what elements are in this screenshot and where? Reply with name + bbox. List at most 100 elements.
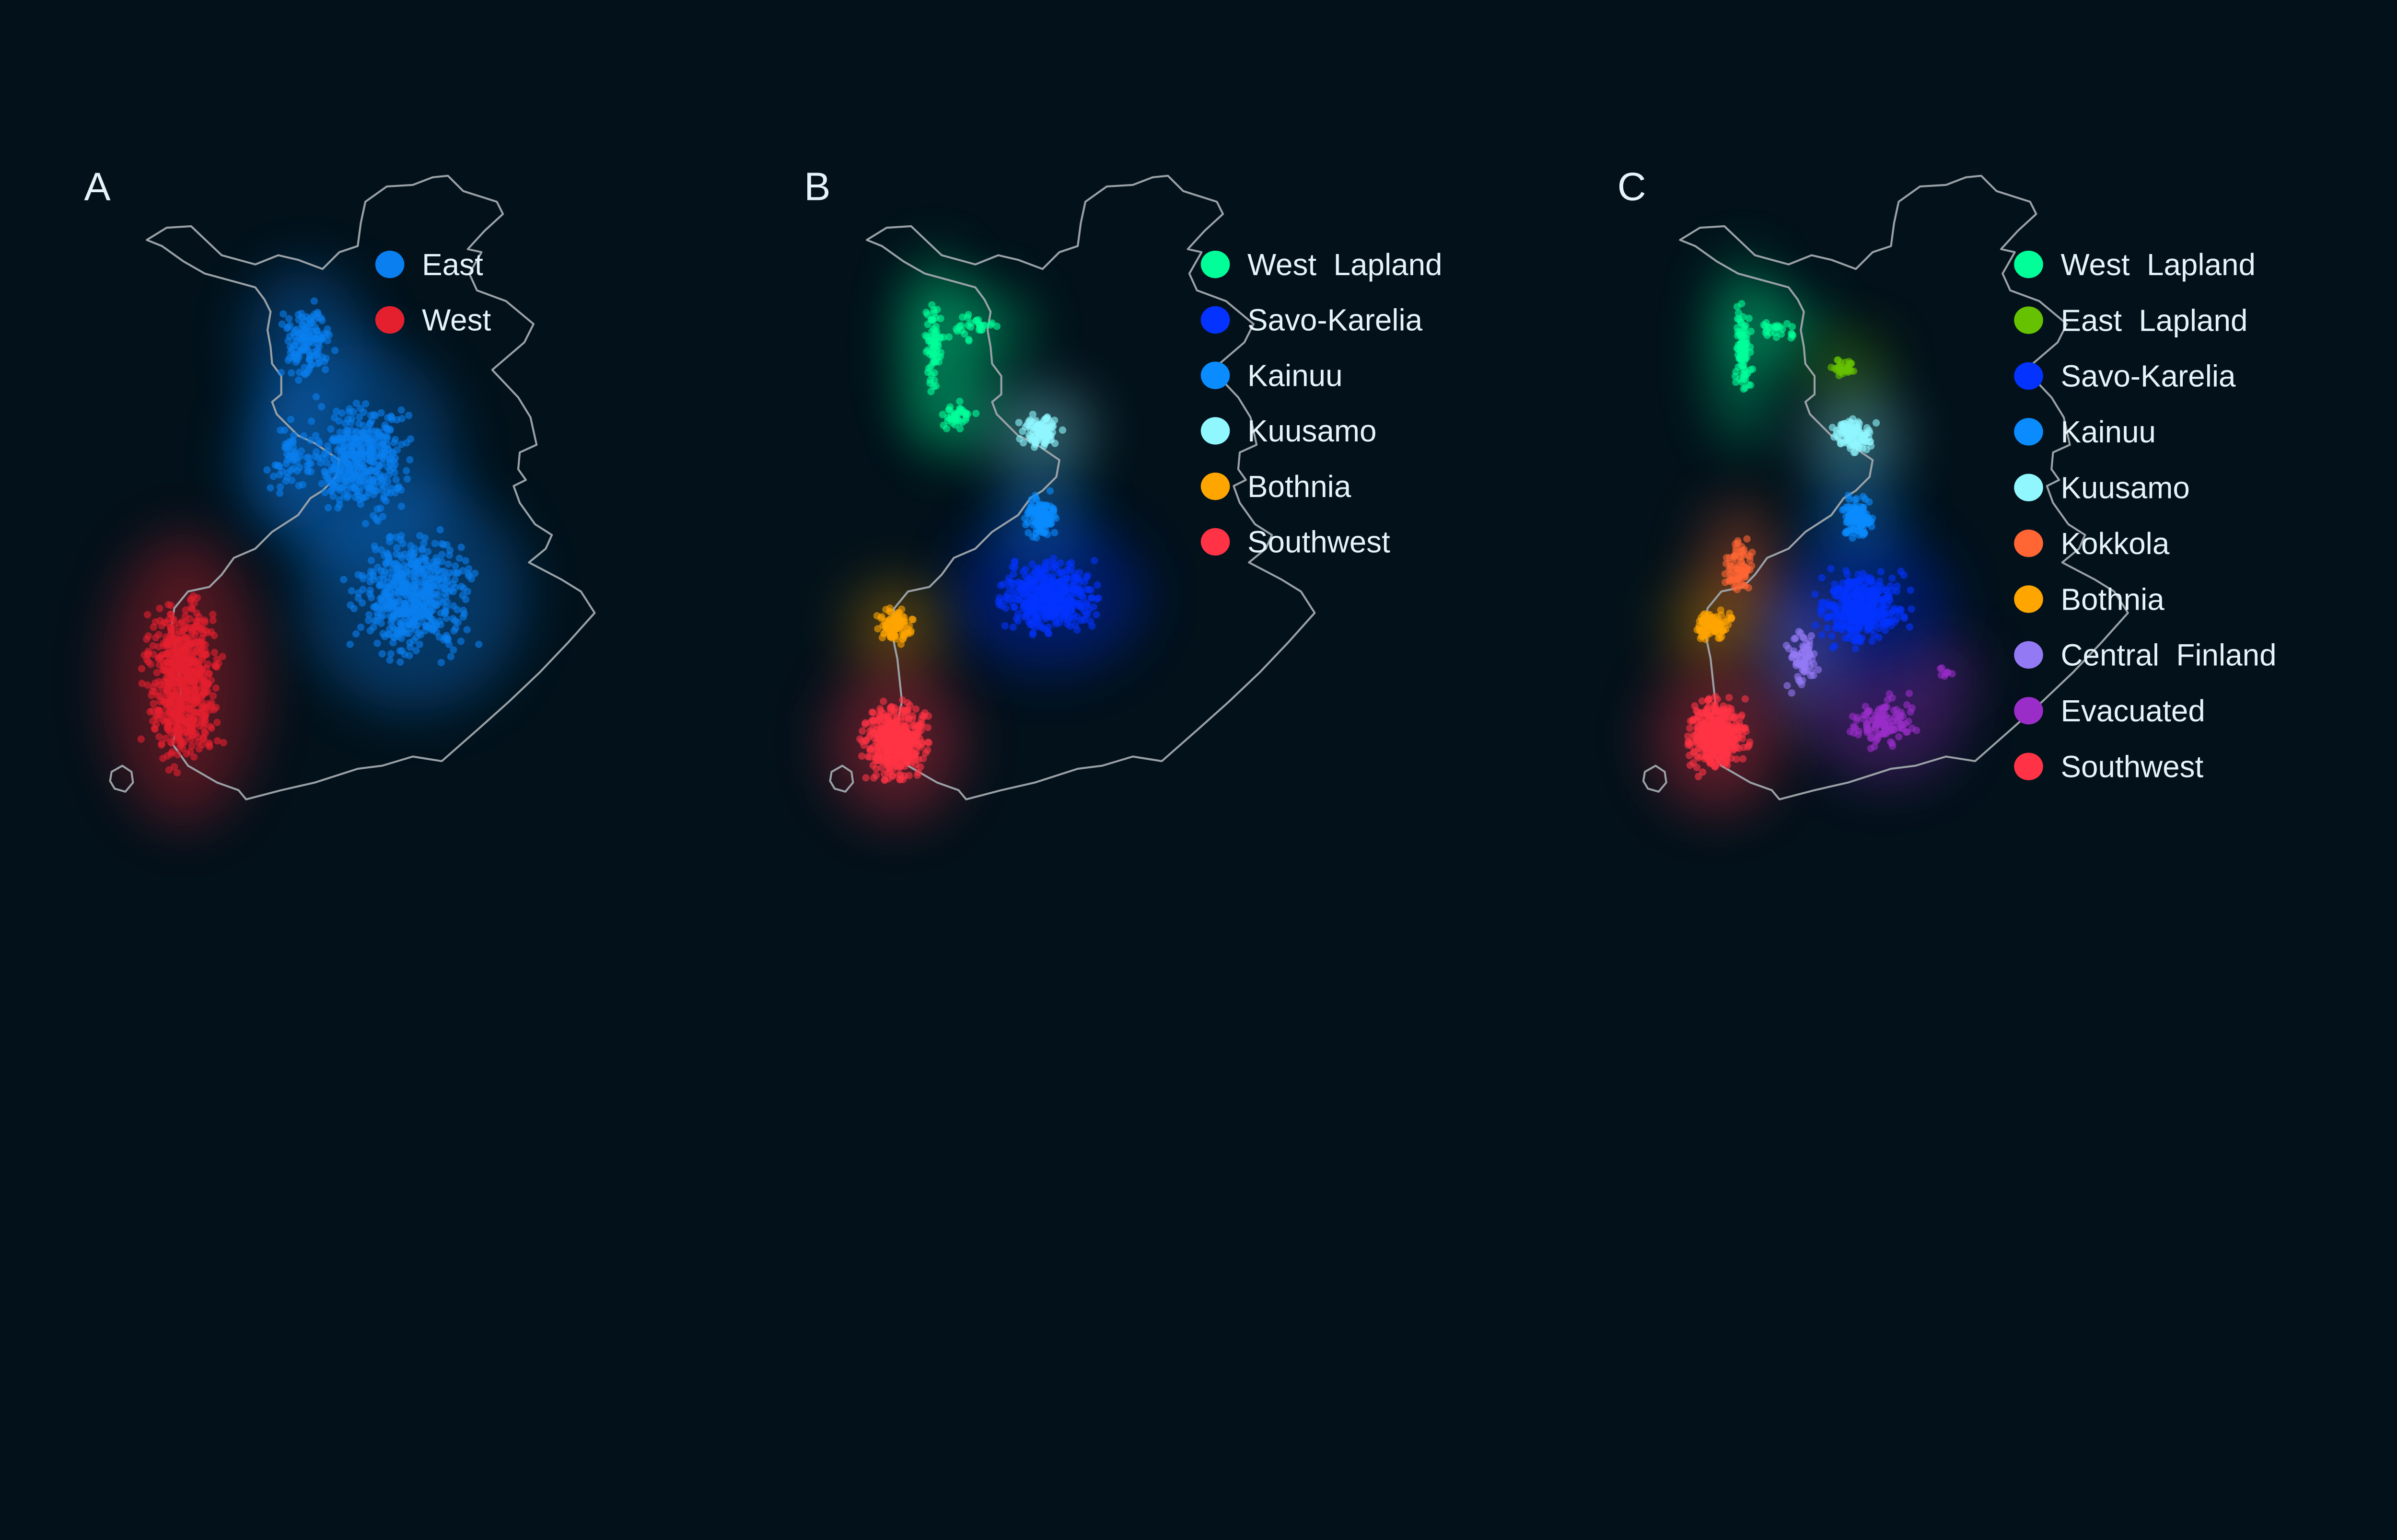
data-point bbox=[296, 464, 303, 472]
data-point bbox=[923, 333, 931, 341]
data-point bbox=[1057, 578, 1065, 585]
data-point bbox=[937, 314, 944, 323]
data-point bbox=[862, 774, 870, 782]
data-point bbox=[279, 310, 287, 318]
data-point bbox=[946, 403, 954, 411]
data-point bbox=[269, 472, 278, 480]
data-point bbox=[324, 337, 332, 345]
data-point bbox=[169, 708, 177, 716]
data-point bbox=[1738, 378, 1745, 386]
data-point bbox=[209, 611, 217, 618]
data-point bbox=[1732, 540, 1739, 548]
data-point bbox=[373, 639, 381, 647]
data-point bbox=[307, 417, 315, 425]
data-point bbox=[877, 614, 885, 622]
data-point bbox=[338, 409, 346, 417]
data-point bbox=[212, 684, 220, 692]
data-point bbox=[1948, 670, 1956, 678]
data-point bbox=[391, 454, 399, 462]
data-point bbox=[429, 615, 436, 624]
data-point bbox=[1710, 748, 1718, 755]
data-point bbox=[885, 764, 893, 773]
data-point bbox=[376, 581, 384, 589]
data-point bbox=[1744, 743, 1752, 751]
data-point bbox=[1881, 626, 1889, 634]
data-point bbox=[411, 609, 419, 617]
data-point bbox=[168, 659, 175, 667]
data-point bbox=[293, 458, 301, 466]
data-point bbox=[350, 605, 358, 613]
data-point bbox=[943, 425, 951, 432]
data-point bbox=[1050, 582, 1058, 590]
data-point bbox=[1851, 724, 1859, 731]
data-point bbox=[1048, 420, 1056, 428]
data-point bbox=[443, 541, 451, 549]
data-point bbox=[177, 726, 185, 734]
data-point bbox=[1837, 440, 1845, 447]
data-point bbox=[362, 400, 370, 408]
data-point bbox=[1025, 588, 1033, 596]
data-point bbox=[352, 471, 360, 479]
data-point bbox=[1875, 634, 1883, 641]
data-point bbox=[183, 663, 190, 672]
data-point bbox=[438, 557, 446, 566]
data-point bbox=[1732, 368, 1740, 376]
data-point bbox=[1888, 574, 1896, 582]
legend-marker bbox=[2014, 474, 2043, 501]
data-point bbox=[383, 435, 391, 443]
data-point bbox=[167, 611, 175, 618]
data-point bbox=[884, 746, 891, 753]
data-point bbox=[210, 706, 218, 714]
data-point bbox=[306, 352, 314, 359]
legend-label: Kainuu bbox=[2060, 415, 2156, 449]
data-point bbox=[1010, 585, 1018, 593]
data-point bbox=[163, 640, 171, 648]
data-point bbox=[922, 749, 930, 757]
data-point bbox=[380, 495, 388, 503]
data-point bbox=[176, 734, 184, 741]
data-point bbox=[965, 336, 973, 344]
data-point bbox=[181, 618, 189, 626]
data-point bbox=[1043, 414, 1051, 422]
data-point bbox=[1878, 715, 1885, 723]
data-point bbox=[1031, 443, 1038, 451]
data-point bbox=[1748, 548, 1756, 556]
legend-marker bbox=[2014, 529, 2043, 557]
data-point bbox=[1724, 621, 1732, 628]
data-point bbox=[872, 750, 879, 758]
data-point bbox=[900, 721, 908, 729]
data-point bbox=[462, 557, 469, 565]
data-point bbox=[393, 446, 401, 454]
data-point bbox=[420, 540, 428, 547]
data-point bbox=[169, 650, 177, 658]
data-point bbox=[1845, 599, 1853, 607]
data-point bbox=[334, 504, 342, 512]
data-point bbox=[160, 711, 168, 719]
data-point bbox=[276, 483, 284, 491]
data-point bbox=[183, 652, 191, 660]
data-point bbox=[175, 637, 183, 644]
data-point bbox=[163, 650, 170, 659]
data-point bbox=[196, 644, 203, 651]
data-point bbox=[384, 471, 393, 479]
data-point bbox=[165, 766, 173, 774]
data-point bbox=[332, 407, 340, 415]
data-point bbox=[167, 602, 175, 609]
data-point bbox=[385, 533, 393, 542]
data-point bbox=[391, 461, 399, 469]
data-point bbox=[140, 651, 148, 659]
data-point bbox=[404, 587, 411, 595]
data-point bbox=[433, 602, 441, 610]
data-point bbox=[395, 483, 403, 491]
data-point bbox=[1766, 324, 1774, 332]
data-point bbox=[1733, 755, 1740, 763]
data-point bbox=[283, 324, 291, 332]
data-point bbox=[370, 458, 378, 466]
data-point bbox=[170, 763, 178, 771]
data-point bbox=[457, 582, 465, 591]
data-point bbox=[144, 681, 151, 689]
data-point bbox=[188, 732, 197, 740]
data-point bbox=[372, 452, 379, 460]
data-point bbox=[442, 593, 450, 601]
data-point bbox=[1900, 613, 1908, 620]
